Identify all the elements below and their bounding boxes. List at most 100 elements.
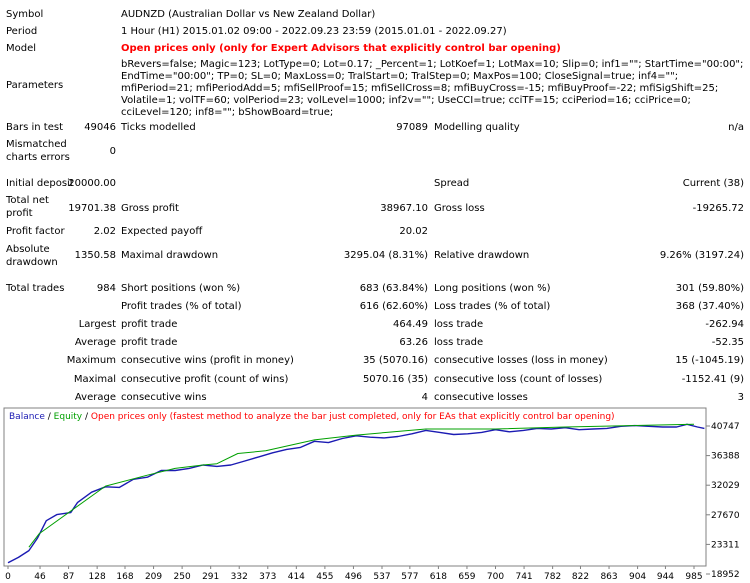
abs-dd-label-2: drawdown: [6, 257, 58, 268]
max-cons-wins-value: 35 (5070.16): [362, 355, 428, 366]
y-tick-label: 23311: [711, 540, 740, 550]
legend-sep-2: /: [82, 412, 91, 422]
symbol-value: AUDNZD (Australian Dollar vs New Zealand…: [121, 9, 376, 20]
maximal-loss-label: consecutive loss (count of losses): [434, 374, 603, 385]
x-tick-label: 985: [685, 572, 702, 582]
short-label: Short positions (won %): [121, 283, 241, 294]
max-dd-label: Maximal drawdown: [121, 250, 219, 261]
avg-losses-label: consecutive losses: [434, 392, 528, 403]
x-tick-label: 0: [5, 572, 11, 582]
quality-label: Modelling quality: [434, 122, 520, 133]
avg-wins-value: 4: [421, 392, 428, 403]
y-tick-label: 36388: [711, 452, 740, 462]
net-label-2: profit: [6, 208, 33, 219]
mismatch-label-2: charts errors: [6, 152, 70, 163]
abs-dd-label-1: Absolute: [6, 244, 50, 255]
largest-loss-value: -262.94: [705, 319, 744, 330]
average-loss-value: -52.35: [711, 337, 744, 348]
x-tick-label: 741: [515, 572, 532, 582]
max-cons-losses-label: consecutive losses (loss in money): [434, 355, 608, 366]
x-tick-label: 87: [63, 572, 74, 582]
largest-loss-label: loss trade: [434, 319, 484, 330]
net-value: 19701.38: [68, 203, 116, 214]
y-tick-label: 27670: [711, 511, 740, 521]
bars-label: Bars in test: [6, 122, 63, 133]
parameters-label: Parameters: [6, 80, 64, 91]
bars-value: 49046: [84, 122, 116, 133]
payoff-label: Expected payoff: [121, 226, 203, 237]
loss-trades-value: 368 (37.40%): [675, 301, 744, 312]
loss-trades-label: Loss trades (% of total): [434, 301, 551, 312]
x-tick-label: 944: [657, 572, 674, 582]
x-tick-label: 659: [458, 572, 475, 582]
x-tick-label: 291: [202, 572, 219, 582]
x-tick-label: 332: [231, 572, 248, 582]
period-value: 1 Hour (H1) 2015.01.02 09:00 - 2022.09.2…: [121, 26, 507, 37]
average-label: Average: [74, 337, 116, 348]
avg-losses-value: 3: [737, 392, 744, 403]
profit-trades-label: Profit trades (% of total): [121, 301, 242, 312]
x-tick-label: 537: [373, 572, 390, 582]
ticks-value: 97089: [396, 122, 428, 133]
trades-value: 984: [96, 283, 116, 294]
mismatch-label-1: Mismatched: [6, 139, 67, 150]
largest-profit-label: profit trade: [121, 319, 178, 330]
long-value: 301 (59.80%): [675, 283, 744, 294]
y-tick-label: 32029: [711, 481, 740, 491]
maximal-loss-value: -1152.41 (9): [681, 374, 744, 385]
maximum-label: Maximum: [66, 355, 116, 366]
model-value: Open prices only (only for Expert Adviso…: [121, 43, 561, 54]
spread-label: Spread: [434, 178, 470, 189]
chart-legend: Balance / Equity / Open prices only (fas…: [9, 412, 615, 422]
long-label: Long positions (won %): [434, 283, 551, 294]
maximal-label: Maximal: [73, 374, 116, 385]
spread-value: Current (38): [682, 178, 744, 189]
largest-label: Largest: [78, 319, 116, 330]
deposit-value: 20000.00: [68, 178, 116, 189]
x-tick-label: 618: [430, 572, 447, 582]
x-tick-label: 46: [34, 572, 46, 582]
net-label-1: Total net: [6, 195, 49, 206]
payoff-value: 20.02: [399, 226, 428, 237]
x-tick-label: 209: [145, 572, 162, 582]
trades-label: Total trades: [6, 283, 65, 294]
x-tick-label: 822: [572, 572, 589, 582]
y-tick-label: 18952: [711, 570, 740, 580]
max-cons-losses-value: 15 (-1045.19): [675, 355, 744, 366]
parameters-value: bRevers=false; Magic=123; LotType=0; Lot…: [121, 59, 744, 118]
deposit-label: Initial deposit: [6, 178, 74, 189]
max-cons-wins-label: consecutive wins (profit in money): [121, 355, 294, 366]
x-tick-label: 496: [345, 572, 362, 582]
equity-line: [28, 423, 695, 548]
gross-profit-label: Gross profit: [121, 203, 179, 214]
largest-profit-value: 464.49: [393, 319, 428, 330]
x-tick-label: 168: [116, 572, 133, 582]
y-tick-label: 40747: [711, 422, 740, 432]
pf-label: Profit factor: [6, 226, 65, 237]
x-tick-label: 904: [629, 572, 646, 582]
short-value: 683 (63.84%): [359, 283, 428, 294]
gross-profit-value: 38967.10: [380, 203, 428, 214]
average-profit-label: profit trade: [121, 337, 178, 348]
x-tick-label: 455: [316, 572, 333, 582]
test-report: Symbol AUDNZD (Australian Dollar vs New …: [6, 9, 744, 403]
x-tick-label: 863: [600, 572, 617, 582]
x-tick-label: 128: [89, 572, 106, 582]
x-tick-label: 373: [259, 572, 276, 582]
maximal-profit-value: 5070.16 (35): [362, 374, 428, 385]
avg-cons-label: Average: [74, 392, 116, 403]
x-tick-label: 250: [174, 572, 191, 582]
max-dd-value: 3295.04 (8.31%): [343, 250, 428, 261]
x-tick-label: 577: [401, 572, 418, 582]
mismatch-value: 0: [109, 146, 116, 157]
legend-equity: Equity: [54, 412, 83, 422]
abs-dd-value: 1350.58: [74, 250, 116, 261]
x-tick-label: 414: [288, 572, 305, 582]
period-label: Period: [6, 26, 38, 37]
symbol-label: Symbol: [6, 9, 44, 20]
balance-chart-svg: Balance / Equity / Open prices only (fas…: [3, 407, 740, 582]
average-loss-label: loss trade: [434, 337, 484, 348]
x-tick-label: 782: [544, 572, 561, 582]
maximal-profit-label: consecutive profit (count of wins): [121, 374, 289, 385]
model-label: Model: [6, 43, 37, 54]
